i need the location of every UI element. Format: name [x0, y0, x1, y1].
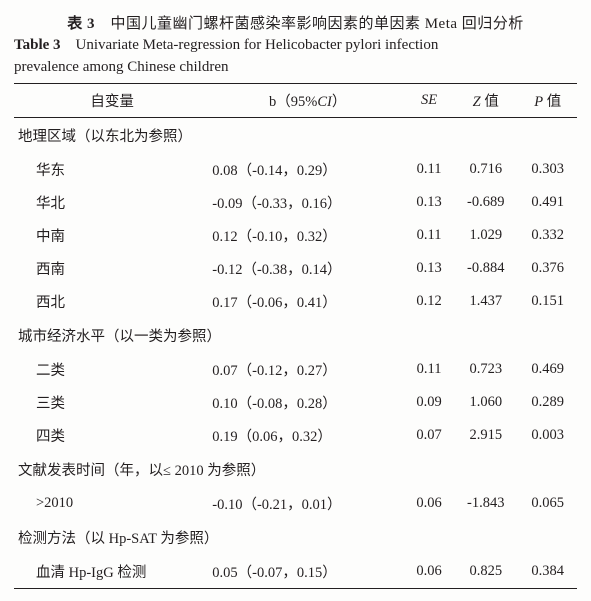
meta-regression-table: 自变量 b（95%CI） SE Z 值 P 值 地理区域（以东北为参照）华东0.… — [14, 83, 577, 589]
cell-ci: -0.09（-0.33，0.16） — [210, 186, 405, 219]
table-row: 华东0.08（-0.14，0.29）0.110.7160.303 — [14, 153, 577, 186]
table-row: 华北-0.09（-0.33，0.16）0.13-0.6890.491 — [14, 186, 577, 219]
cell-name: 四类 — [14, 419, 210, 452]
cell-ci: 0.05（-0.07，0.15） — [210, 555, 405, 589]
cell-name: 西北 — [14, 285, 210, 318]
section-label: 地理区域（以东北为参照） — [14, 117, 577, 153]
section-header: 文献发表时间（年，以≤ 2010 为参照） — [14, 452, 577, 487]
col-variable: 自变量 — [14, 83, 210, 117]
cell-z: 1.060 — [453, 386, 518, 419]
cell-se: 0.11 — [405, 153, 453, 186]
cell-se: 0.13 — [405, 186, 453, 219]
cell-p: 0.376 — [518, 252, 577, 285]
cell-p: 0.303 — [518, 153, 577, 186]
section-header: 地理区域（以东北为参照） — [14, 117, 577, 153]
cell-se: 0.11 — [405, 219, 453, 252]
cell-p: 0.065 — [518, 487, 577, 520]
cell-name: 西南 — [14, 252, 210, 285]
cell-ci: 0.10（-0.08，0.28） — [210, 386, 405, 419]
cell-z: 0.723 — [453, 353, 518, 386]
cell-name: 华北 — [14, 186, 210, 219]
section-label: 检测方法（以 Hp-SAT 为参照） — [14, 520, 577, 555]
table-row: 二类0.07（-0.12，0.27）0.110.7230.469 — [14, 353, 577, 386]
cell-name: 中南 — [14, 219, 210, 252]
section-header: 城市经济水平（以一类为参照） — [14, 318, 577, 353]
cell-se: 0.11 — [405, 353, 453, 386]
cell-p: 0.289 — [518, 386, 577, 419]
title-zh-prefix: 表 3 — [67, 16, 95, 32]
cell-ci: -0.10（-0.21，0.01） — [210, 487, 405, 520]
cell-name: 血清 Hp-IgG 检测 — [14, 555, 210, 589]
cell-ci: 0.17（-0.06，0.41） — [210, 285, 405, 318]
cell-p: 0.469 — [518, 353, 577, 386]
title-en-prefix: Table 3 — [14, 37, 61, 53]
cell-z: -0.884 — [453, 252, 518, 285]
table-row: 西北0.17（-0.06，0.41）0.121.4370.151 — [14, 285, 577, 318]
cell-ci: 0.07（-0.12，0.27） — [210, 353, 405, 386]
cell-p: 0.151 — [518, 285, 577, 318]
table-row: 血清 Hp-IgG 检测0.05（-0.07，0.15）0.060.8250.3… — [14, 555, 577, 589]
title-en-rest2: prevalence among Chinese children — [14, 59, 229, 75]
cell-ci: 0.19（0.06，0.32） — [210, 419, 405, 452]
cell-z: 1.029 — [453, 219, 518, 252]
table-title-en: Table 3 Univariate Meta-regression for H… — [14, 35, 577, 79]
table-row: >2010-0.10（-0.21，0.01）0.06-1.8430.065 — [14, 487, 577, 520]
cell-p: 0.332 — [518, 219, 577, 252]
cell-z: 1.437 — [453, 285, 518, 318]
title-en-rest1: Univariate Meta-regression for Helicobac… — [61, 37, 439, 53]
cell-se: 0.09 — [405, 386, 453, 419]
title-zh-rest: 中国儿童幽门螺杆菌感染率影响因素的单因素 Meta 回归分析 — [95, 16, 524, 32]
cell-name: >2010 — [14, 487, 210, 520]
table-title-zh: 表 3 中国儿童幽门螺杆菌感染率影响因素的单因素 Meta 回归分析 — [14, 12, 577, 33]
cell-p: 0.491 — [518, 186, 577, 219]
table-row: 三类0.10（-0.08，0.28）0.091.0600.289 — [14, 386, 577, 419]
col-b-ci: b（95%CI） — [210, 83, 405, 117]
cell-p: 0.003 — [518, 419, 577, 452]
col-p: P 值 — [518, 83, 577, 117]
table-row: 中南0.12（-0.10，0.32）0.111.0290.332 — [14, 219, 577, 252]
cell-se: 0.13 — [405, 252, 453, 285]
cell-z: -0.689 — [453, 186, 518, 219]
cell-p: 0.384 — [518, 555, 577, 589]
cell-ci: 0.12（-0.10，0.32） — [210, 219, 405, 252]
table-row: 四类0.19（0.06，0.32）0.072.9150.003 — [14, 419, 577, 452]
cell-ci: -0.12（-0.38，0.14） — [210, 252, 405, 285]
cell-se: 0.12 — [405, 285, 453, 318]
table-row: 西南-0.12（-0.38，0.14）0.13-0.8840.376 — [14, 252, 577, 285]
cell-se: 0.06 — [405, 487, 453, 520]
cell-name: 华东 — [14, 153, 210, 186]
cell-se: 0.07 — [405, 419, 453, 452]
section-label: 文献发表时间（年，以≤ 2010 为参照） — [14, 452, 577, 487]
col-z: Z 值 — [453, 83, 518, 117]
cell-name: 二类 — [14, 353, 210, 386]
col-se: SE — [405, 83, 453, 117]
cell-z: 0.825 — [453, 555, 518, 589]
cell-ci: 0.08（-0.14，0.29） — [210, 153, 405, 186]
section-header: 检测方法（以 Hp-SAT 为参照） — [14, 520, 577, 555]
cell-z: 0.716 — [453, 153, 518, 186]
cell-z: 2.915 — [453, 419, 518, 452]
section-label: 城市经济水平（以一类为参照） — [14, 318, 577, 353]
cell-z: -1.843 — [453, 487, 518, 520]
cell-name: 三类 — [14, 386, 210, 419]
cell-se: 0.06 — [405, 555, 453, 589]
